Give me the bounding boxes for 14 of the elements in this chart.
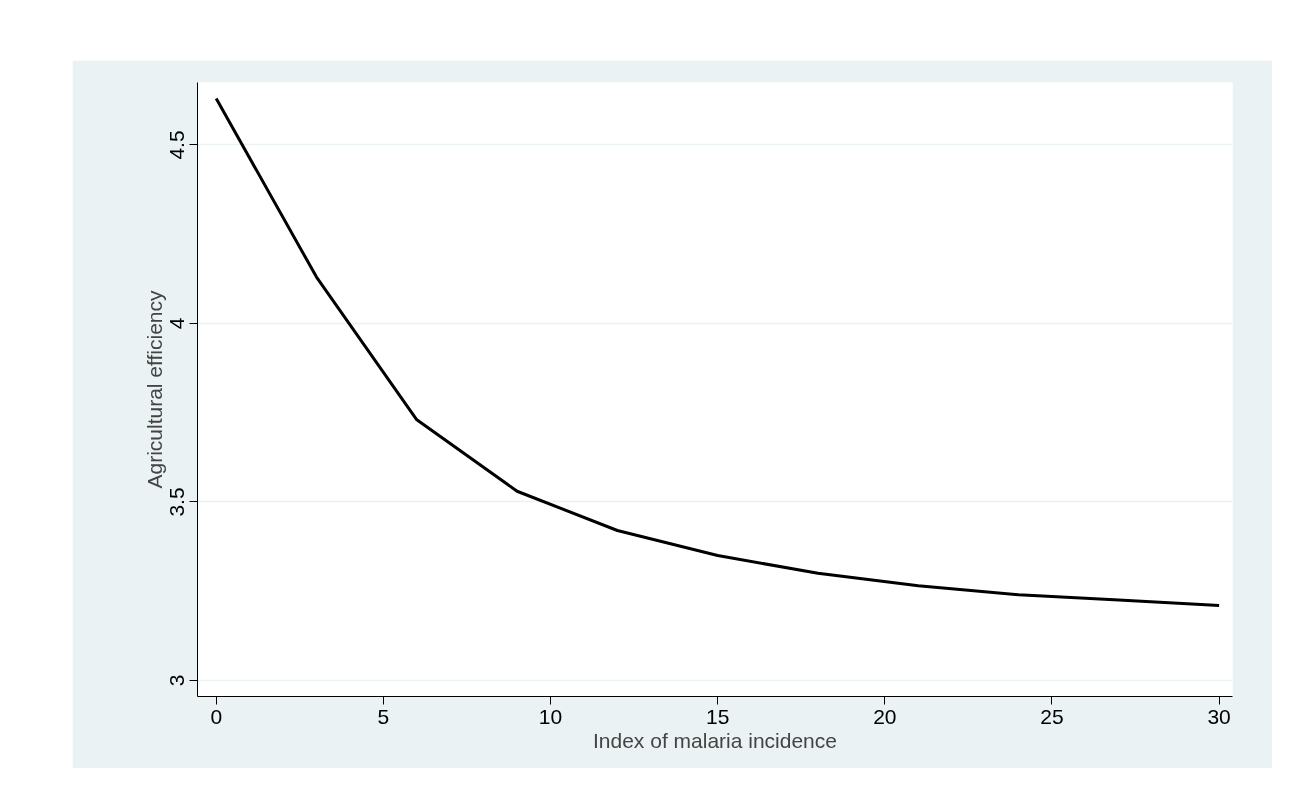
x-tick-label: 20 <box>873 704 897 728</box>
x-tick-label: 10 <box>538 704 563 728</box>
x-tick-label: 5 <box>377 704 390 728</box>
y-tick-label: 3.5 <box>165 487 189 517</box>
y-tick-label: 4 <box>165 317 189 330</box>
x-tick-label: 15 <box>706 704 730 728</box>
x-tick-label: 30 <box>1207 704 1231 728</box>
y-tick-label: 3 <box>165 674 189 687</box>
x-tick-label: 25 <box>1040 704 1064 728</box>
line-series <box>214 97 1221 607</box>
y-axis-title: Agricultural efficiency <box>142 289 166 489</box>
y-tick-label: 4.5 <box>165 130 189 160</box>
x-tick-label: 0 <box>210 704 223 728</box>
x-axis-title: Index of malaria incidence <box>593 728 837 752</box>
